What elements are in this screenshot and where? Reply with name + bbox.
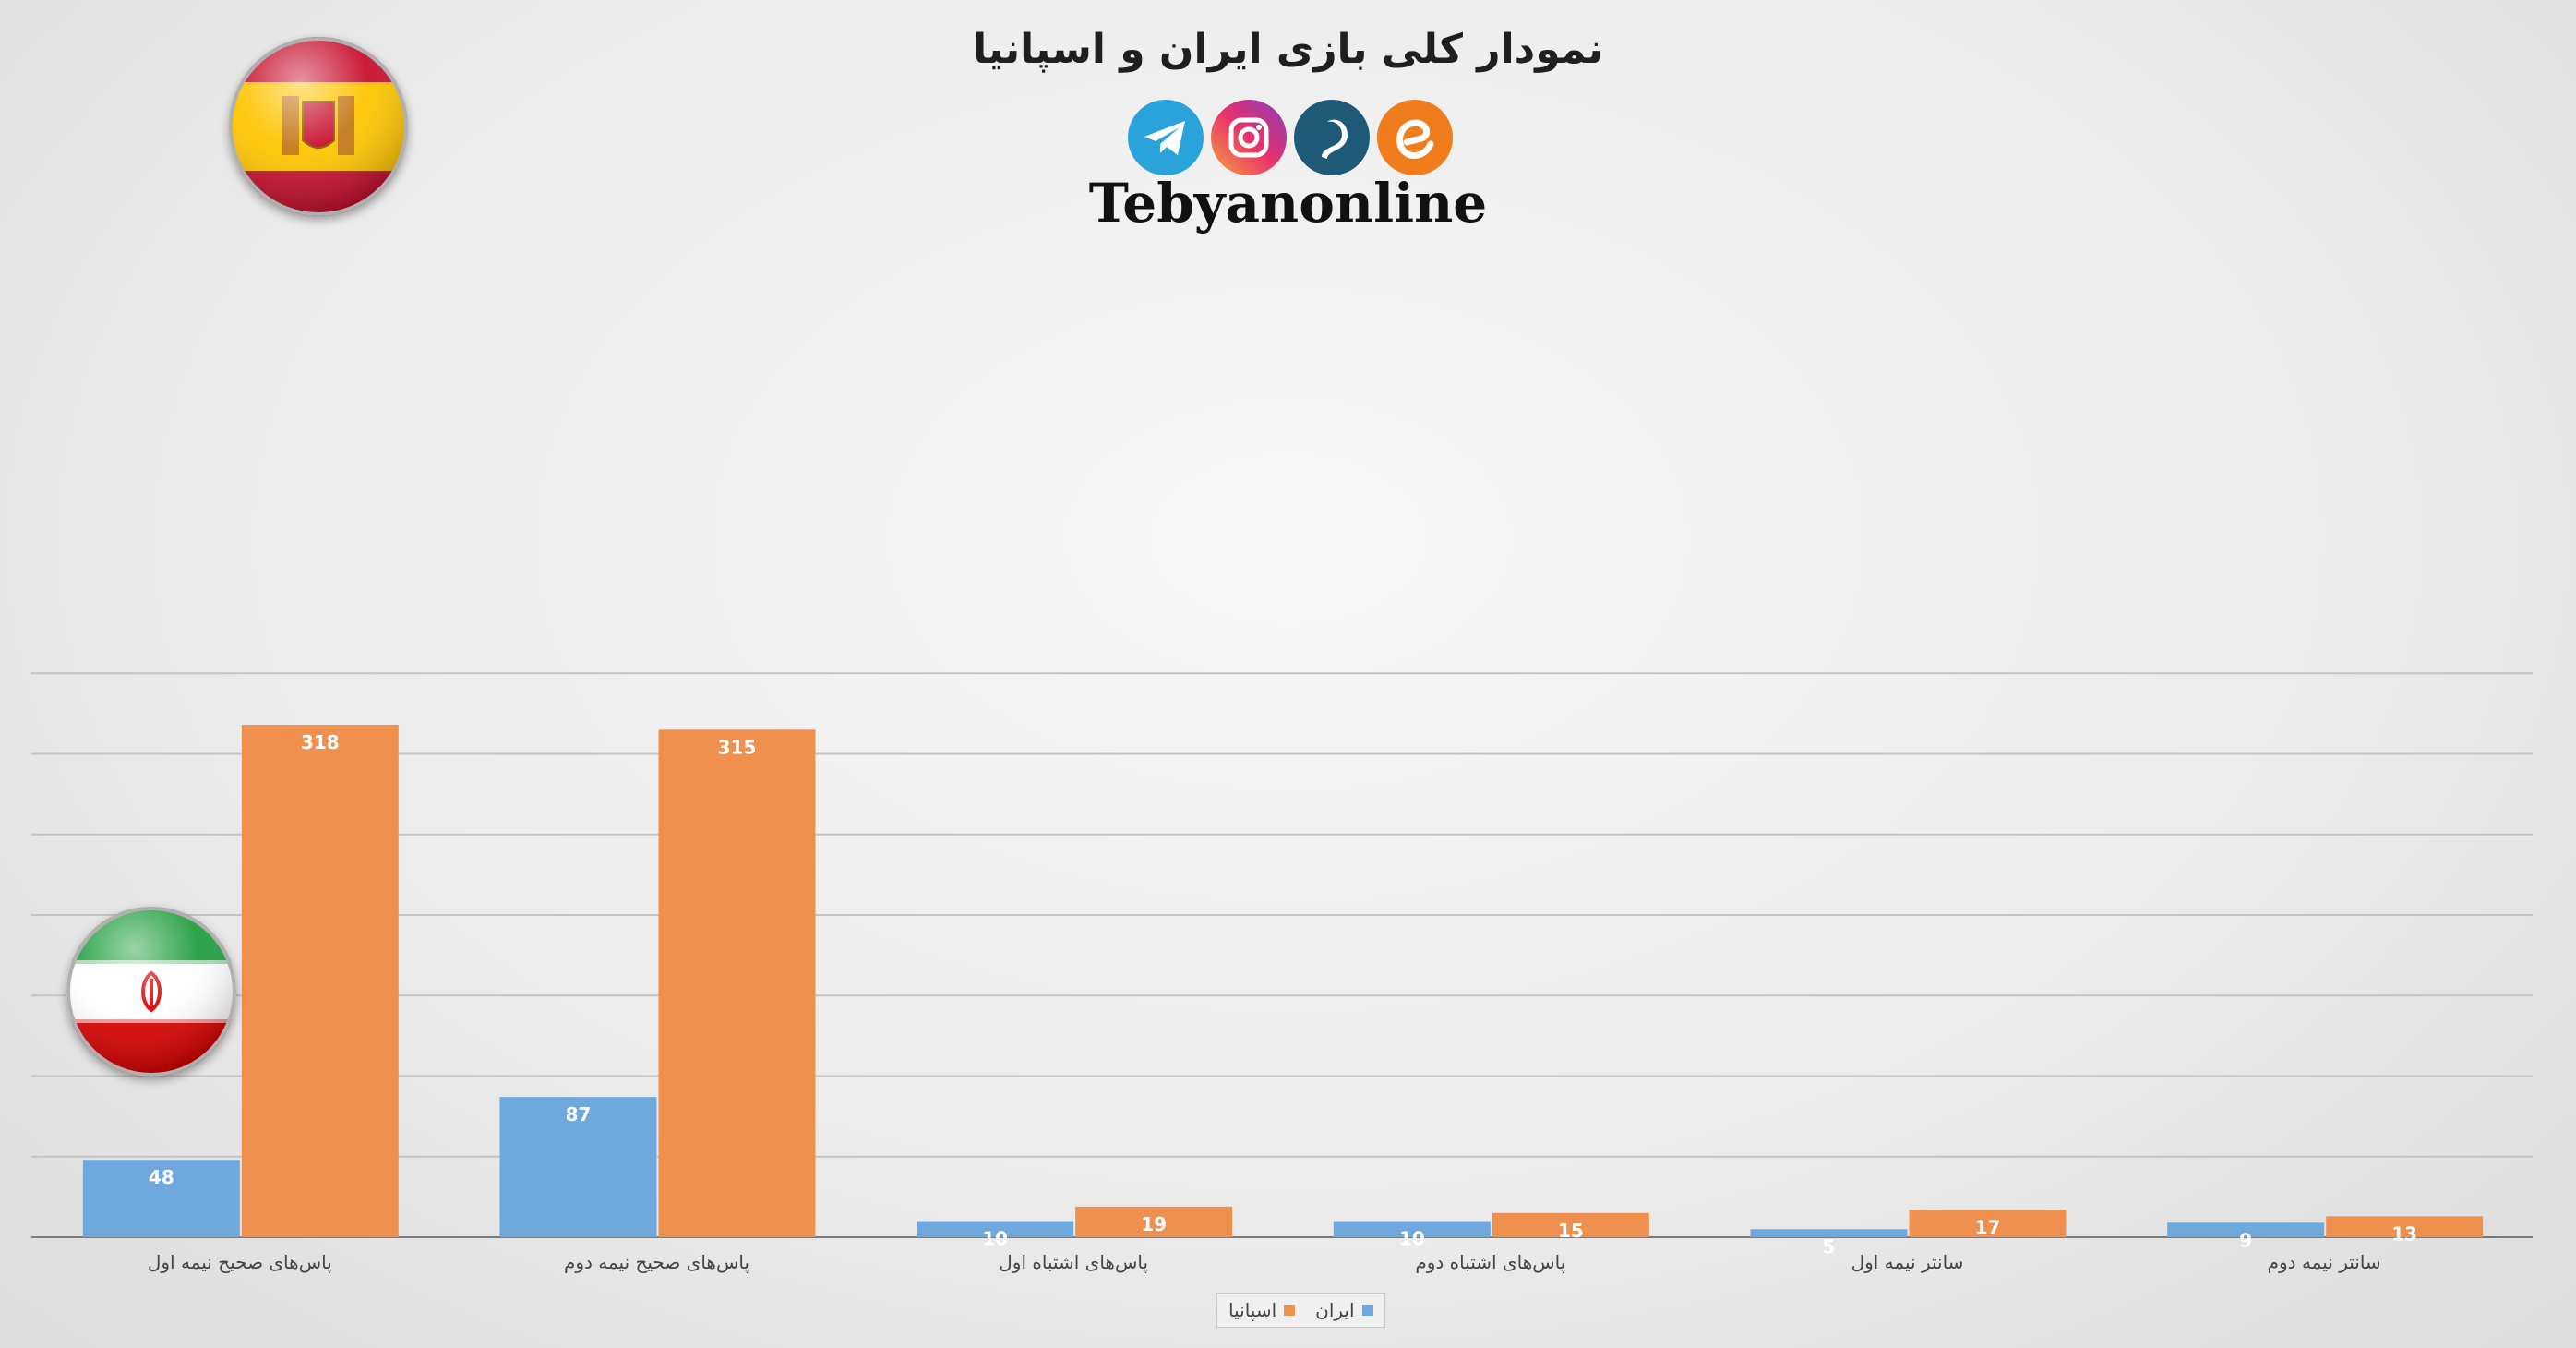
soroush-icon[interactable]	[1294, 100, 1370, 175]
bar-spain	[1492, 1212, 1649, 1237]
social-icons	[1128, 100, 1453, 177]
bar-iran	[1333, 1221, 1491, 1237]
bar-iran	[82, 1160, 240, 1237]
telegram-icon[interactable]	[1128, 100, 1204, 175]
data-label: 87	[566, 1103, 592, 1125]
x-tick-label: سانتر نیمه اول	[1851, 1251, 1964, 1273]
data-label: 318	[301, 731, 340, 753]
bar-iran	[499, 1097, 657, 1237]
data-label: 19	[1141, 1213, 1167, 1235]
instagram-icon[interactable]	[1211, 100, 1287, 175]
legend-label-spain: اسپانیا	[1228, 1299, 1277, 1321]
data-label: 48	[149, 1166, 174, 1188]
data-label: 15	[1558, 1220, 1584, 1242]
data-label: 5	[1823, 1235, 1836, 1258]
chart-title: نمودار کلی بازی ایران و اسپانیا	[973, 26, 1603, 73]
legend-label-iran: ایران	[1315, 1299, 1355, 1321]
spain-flag-icon	[229, 37, 408, 216]
bar-iran	[1750, 1229, 1908, 1237]
x-tick-label: پاس‌های اشتباه دوم	[1415, 1251, 1565, 1274]
legend-item-iran: ایران	[1315, 1299, 1373, 1321]
legend-item-spain: اسپانیا	[1228, 1299, 1296, 1321]
iran-flag-icon	[66, 907, 236, 1077]
bar-spain	[1075, 1206, 1233, 1237]
data-label: 9	[2239, 1229, 2252, 1251]
x-tick-label: پاس‌های صحیح نیمه اول	[148, 1251, 332, 1274]
bar-iran	[917, 1221, 1074, 1237]
x-tick-label: سانتر نیمه دوم	[2268, 1251, 2381, 1273]
data-label: 10	[1399, 1228, 1425, 1250]
legend-swatch-spain	[1284, 1305, 1296, 1316]
x-tick-label: پاس‌های صحیح نیمه دوم	[564, 1251, 749, 1274]
bar-iran	[2167, 1222, 2325, 1237]
brand-wordmark: Tebyanonline	[1088, 172, 1488, 235]
data-label: 13	[2391, 1222, 2417, 1245]
bar-spain	[658, 729, 816, 1237]
data-label: 10	[982, 1228, 1008, 1250]
data-label: 17	[1975, 1216, 2001, 1238]
bar-spain	[241, 725, 399, 1237]
x-tick-label: پاس‌های اشتباه اول	[999, 1251, 1148, 1274]
bar-spain	[2326, 1216, 2484, 1237]
eitaa-icon[interactable]	[1377, 100, 1453, 175]
legend-swatch-iran	[1361, 1305, 1373, 1316]
bar-spain	[1909, 1210, 2067, 1237]
legend: ایران اسپانیا	[1216, 1293, 1385, 1328]
data-label: 315	[718, 736, 757, 758]
